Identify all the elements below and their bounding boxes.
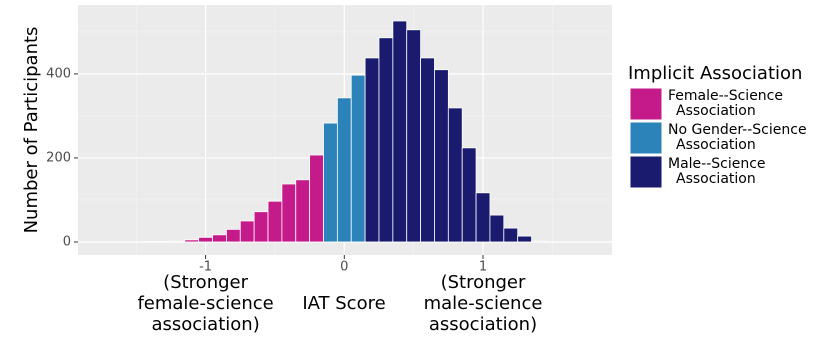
legend-swatch <box>629 121 663 155</box>
x-tick-label: 1 <box>479 260 487 275</box>
x-annotation: association) <box>429 314 537 335</box>
legend-label: Association <box>676 137 756 153</box>
bar <box>392 20 408 243</box>
bar <box>253 211 269 243</box>
bar <box>281 183 297 243</box>
x-annotation: male-science <box>424 293 543 314</box>
y-tick-label: 400 <box>46 66 71 81</box>
bar <box>239 220 255 243</box>
bar <box>517 235 532 243</box>
legend-label: Male--Science <box>668 156 766 172</box>
legend-swatch <box>629 87 663 121</box>
bar <box>531 240 546 243</box>
bar <box>170 240 186 243</box>
x-annotation: (Stronger <box>163 272 248 293</box>
bar <box>378 37 394 243</box>
bar <box>406 29 421 243</box>
legend-label: No Gender--Science <box>668 122 807 138</box>
bar <box>503 227 519 243</box>
bar <box>461 147 477 243</box>
x-axis-label: IAT Score <box>302 293 385 314</box>
bar <box>364 57 380 243</box>
bar <box>212 234 227 243</box>
legend-label: Association <box>676 103 756 119</box>
bar <box>267 200 283 243</box>
legend-title: Implicit Association <box>628 63 802 84</box>
bar <box>489 214 505 243</box>
bar <box>184 239 200 243</box>
x-annotation: female-science <box>137 293 273 314</box>
legend-swatch <box>629 155 663 189</box>
legend-label: Female--Science <box>668 88 783 104</box>
x-annotation: (Stronger <box>441 272 526 293</box>
legend-label: Association <box>676 171 756 187</box>
bar <box>323 122 338 243</box>
x-tick-label: -1 <box>199 260 212 275</box>
y-tick-label: 0 <box>63 234 71 249</box>
bar <box>309 154 324 243</box>
bar <box>434 69 449 243</box>
bar <box>336 97 352 243</box>
x-annotation: association) <box>151 314 259 335</box>
bar <box>226 228 241 243</box>
bars <box>142 20 546 243</box>
bar <box>295 179 311 243</box>
y-axis-label: Number of Participants <box>21 27 42 234</box>
x-tick-label: 0 <box>340 260 348 275</box>
y-tick-label: 200 <box>46 150 71 165</box>
bar <box>420 57 435 243</box>
bar <box>198 236 213 243</box>
bar <box>447 107 463 243</box>
bar <box>475 192 491 243</box>
bar <box>350 74 366 243</box>
